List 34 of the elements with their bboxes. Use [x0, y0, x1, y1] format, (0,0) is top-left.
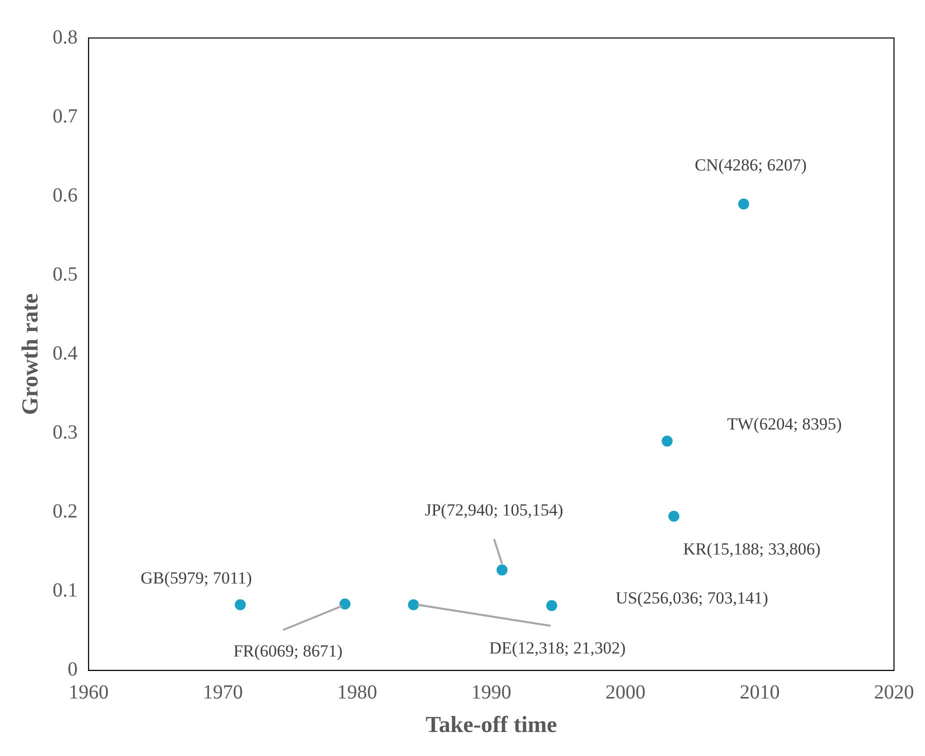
- point: [408, 599, 419, 610]
- point: [738, 198, 750, 210]
- point: [496, 564, 508, 576]
- y-tick-label: 0.2: [52, 500, 78, 523]
- y-tick-label: 0.3: [52, 422, 78, 444]
- y-tick-label: 0: [68, 658, 78, 681]
- y-tick-label: 0.8: [52, 26, 78, 48]
- point: [234, 599, 246, 610]
- x-tick-label: 1990: [471, 682, 512, 704]
- annotation: KR(15,188; 33,806): [683, 540, 821, 559]
- annotation: TW(6204; 8395): [727, 414, 842, 434]
- x-tick-label: 1960: [68, 682, 109, 704]
- point: [662, 436, 673, 447]
- y-tick-label: 0.6: [52, 184, 78, 206]
- point: [668, 510, 680, 522]
- x-tick-label: 1970: [202, 682, 243, 704]
- y-tick-label: 0.4: [52, 342, 78, 364]
- x-tick-label: 2020: [874, 682, 914, 704]
- annotation: JP(72,940; 105,154): [424, 500, 564, 520]
- point: [546, 600, 558, 612]
- y-axis-title: Growth rate: [18, 293, 43, 415]
- x-tick-label: 1980: [337, 682, 378, 704]
- annotation: FR(6069; 8671): [233, 641, 343, 660]
- annotation: GB(5979; 7011): [140, 568, 252, 588]
- point: [339, 598, 350, 610]
- x-axis-title: Take-off time: [426, 712, 557, 738]
- y-tick-label: 0.1: [52, 580, 78, 602]
- x-tick-label: 2000: [606, 682, 646, 704]
- y-tick-label: 0.7: [52, 105, 78, 128]
- y-tick-label: 0.5: [52, 263, 78, 286]
- annotation: US(256,036; 703,141): [616, 588, 768, 608]
- annotation: CN(4286; 6207): [694, 155, 807, 174]
- annotation: DE(12,318; 21,302): [489, 638, 626, 658]
- x-tick-label: 2010: [740, 682, 780, 704]
